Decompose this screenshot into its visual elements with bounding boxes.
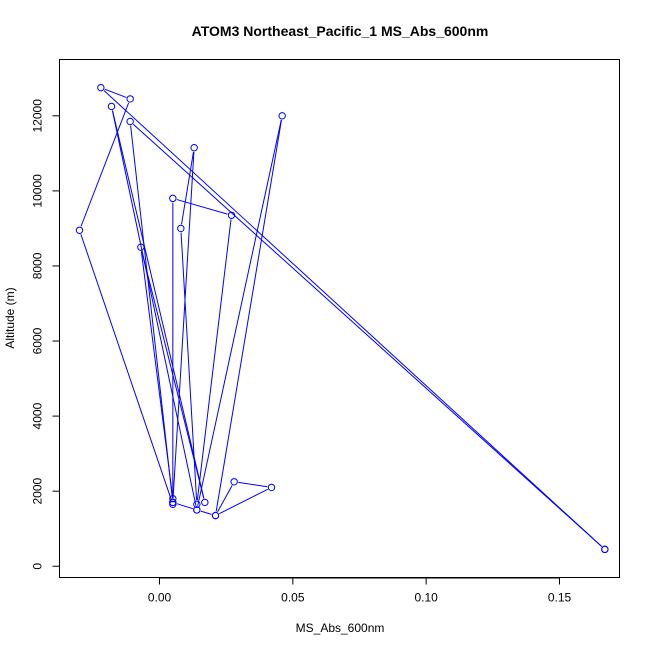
data-point	[107, 102, 116, 111]
data-point	[97, 83, 105, 92]
series-line-segment	[80, 102, 130, 227]
series-line-segment	[196, 219, 232, 501]
series-line-segment	[111, 110, 197, 506]
y-axis: 0 2000 4000 6000 8000 10000 12000	[31, 99, 60, 570]
data-point	[169, 494, 177, 503]
series-line-segment	[130, 125, 173, 499]
data-point	[201, 498, 209, 507]
data-point	[169, 500, 177, 509]
series-line-segment	[200, 510, 212, 515]
data-point	[211, 511, 220, 520]
series-line-segment	[215, 119, 282, 512]
y-tick-label: 4000	[31, 402, 45, 429]
data-point	[177, 224, 185, 233]
x-tick-label: 0.00	[148, 591, 172, 605]
y-tick-label: 8000	[31, 252, 45, 279]
series-line-segment	[111, 110, 205, 499]
series-line-segment	[172, 151, 195, 499]
x-tick-label: 0.10	[414, 591, 438, 605]
data-point	[278, 112, 286, 120]
series-layer	[75, 83, 609, 554]
y-axis-label: Altitude (m)	[3, 287, 17, 348]
data-point	[267, 483, 276, 492]
series-line-segment	[80, 234, 172, 501]
data-point	[230, 478, 238, 486]
series-line-segment	[176, 503, 193, 510]
data-point	[601, 545, 609, 554]
series-line-segment	[104, 88, 127, 98]
y-tick-label: 10000	[31, 174, 45, 208]
data-point	[193, 500, 201, 509]
x-tick-label: 0.05	[281, 591, 305, 605]
series-line-segment	[103, 90, 603, 547]
x-tick-label: 0.15	[548, 591, 572, 605]
data-point	[137, 243, 145, 251]
plot-area-frame	[59, 59, 620, 578]
y-tick-label: 2000	[31, 477, 45, 504]
y-tick-label: 0	[31, 563, 45, 570]
chart-title: ATOM3 Northeast_Pacific_1 MS_Abs_600nm	[192, 23, 489, 39]
series-line-segment	[197, 119, 282, 506]
y-tick-label: 12000	[31, 99, 45, 133]
series-line-segment	[180, 232, 198, 501]
series-line-segment	[132, 123, 603, 547]
data-point	[227, 211, 236, 219]
data-point	[75, 226, 84, 234]
series-line-segment	[217, 485, 233, 513]
x-axis: 0.00 0.05 0.10 0.15	[148, 577, 572, 605]
data-point	[169, 194, 177, 203]
series-line-segment	[219, 488, 268, 515]
data-point	[169, 498, 177, 507]
data-point	[190, 144, 198, 152]
x-axis-label: MS_Abs_600nm	[296, 621, 385, 635]
data-point	[126, 95, 134, 103]
data-point	[126, 117, 134, 126]
series-line-segment	[181, 151, 194, 225]
series-line-segment	[238, 481, 268, 488]
y-tick-label: 6000	[31, 327, 45, 354]
data-point	[193, 506, 201, 514]
